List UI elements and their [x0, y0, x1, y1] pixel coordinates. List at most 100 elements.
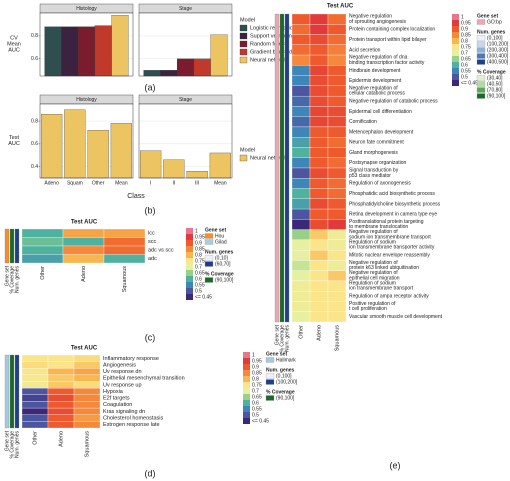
legend-label: Hallmark — [276, 357, 296, 363]
heatmap-cell — [291, 24, 311, 35]
bar — [87, 130, 109, 179]
panel-label: (a) — [145, 82, 156, 92]
legend-swatch — [239, 24, 248, 32]
heatmap-cell — [73, 374, 101, 382]
row-label: Kras signaling dn — [103, 409, 145, 415]
row-label: Postsynapse organization — [349, 160, 406, 166]
heatmap-cell — [291, 311, 311, 323]
heatmap-cell — [47, 361, 75, 369]
colorbar-step — [452, 20, 459, 26]
colorbar-step — [186, 252, 193, 258]
colorbar-step — [452, 62, 459, 68]
heatmap-cell — [21, 381, 49, 389]
legend-label: (0,10] — [215, 255, 228, 261]
column-label: Other — [32, 431, 38, 445]
heatmap-cell — [291, 219, 311, 230]
heatmap-cell — [327, 311, 347, 323]
colorbar-label: 0.5 — [252, 412, 259, 418]
x-tick-label: Mean — [115, 180, 128, 186]
heatmap-cell — [327, 239, 347, 251]
heatmap-cell — [291, 95, 311, 107]
heatmap-cell — [309, 239, 329, 251]
row-label: Epidermal cell differentiation — [349, 109, 412, 115]
heatmap-cell — [291, 270, 311, 282]
heatmap-cell — [309, 34, 329, 45]
row-label: Angiogenesis — [103, 362, 136, 368]
colorbar-label: 0.9 — [461, 26, 468, 32]
heatmap-cell — [103, 228, 146, 238]
colorbar-step — [186, 228, 193, 234]
colorbar-label: 1 — [195, 228, 198, 234]
colorbar-step — [452, 38, 459, 44]
heatmap-cell — [309, 188, 329, 199]
legend-swatch — [204, 277, 214, 283]
colorbar-label: 0.95 — [461, 20, 471, 26]
column-label: Adeno — [81, 266, 87, 282]
legend-swatch — [265, 373, 275, 379]
heatmap-cell — [309, 270, 329, 282]
heatmap-cell — [327, 95, 347, 107]
row-label: Negative regulation of epithelial cell mi… — [349, 271, 400, 282]
bar — [186, 171, 208, 179]
colorbar-label: 0.8 — [195, 252, 202, 258]
annotation-strip — [4, 228, 10, 264]
heatmap-cell — [291, 260, 311, 271]
heatmap-cell — [291, 147, 311, 158]
heatmap-cell — [103, 254, 146, 264]
heatmap-cell — [327, 280, 347, 292]
colorbar-label: 0.75 — [195, 258, 205, 264]
legend-swatch — [476, 81, 486, 87]
heatmap-cell — [62, 245, 105, 255]
colorbar-step — [452, 44, 459, 50]
heatmap-cell — [291, 229, 311, 241]
legend-label: Random forest — [250, 41, 287, 47]
facet-title: Histology — [76, 97, 97, 103]
row-label: Negative regulation of dna binding transc… — [349, 55, 425, 66]
annotation-label: Num. genes — [14, 266, 20, 293]
legend-label: (100,200] — [276, 379, 298, 385]
heatmap-cell — [73, 354, 101, 362]
heatmap-cell — [73, 361, 101, 369]
legend-label: (90,100] — [276, 395, 295, 401]
heatmap-cell — [291, 291, 311, 302]
row-label: scc — [148, 239, 157, 245]
bar — [176, 58, 195, 77]
bar — [163, 159, 185, 179]
legend-swatch — [265, 379, 275, 385]
heatmap-cell — [21, 361, 49, 369]
bar — [94, 25, 112, 77]
y-tick-label: 0.4 — [31, 164, 38, 170]
row-label: Regulation of sodium ion transmembrane tr… — [349, 281, 414, 292]
heatmap-cell — [309, 95, 329, 107]
row-label: Vascular smooth muscle cell development — [349, 314, 443, 320]
heatmap-cell — [327, 126, 347, 138]
colorbar-step — [243, 370, 250, 376]
heatmap-cell — [21, 414, 49, 422]
annotation-strip — [284, 13, 290, 323]
panel-label: (d) — [145, 468, 156, 478]
heatmap-cell — [309, 208, 329, 220]
colorbar-label: 0.55 — [195, 282, 205, 288]
row-label: Hypoxia — [103, 389, 124, 395]
annotation-strip — [274, 13, 280, 323]
colorbar-label: 0.95 — [252, 358, 262, 364]
column-label: Adeno — [316, 325, 322, 341]
colorbar-step — [243, 406, 250, 412]
heatmap-cell — [309, 178, 329, 189]
heatmap-cell — [327, 219, 347, 230]
row-label: adc vs scc — [148, 248, 174, 254]
x-tick-label: Squam — [67, 180, 83, 186]
colorbar-step — [243, 364, 250, 370]
heatmap-cell — [309, 291, 329, 302]
legend-label: (70,80] — [487, 87, 503, 93]
annotation-label: Num. genes — [284, 325, 290, 352]
heatmap-cell — [291, 167, 311, 179]
heatmap-cell — [47, 401, 75, 409]
heatmap-cell — [327, 85, 347, 97]
legend-swatch — [239, 32, 248, 40]
heatmap-cell — [47, 421, 75, 429]
annotation-label: Num. genes — [14, 431, 20, 458]
heatmap-cell — [21, 374, 49, 382]
heatmap-cell — [47, 394, 75, 402]
